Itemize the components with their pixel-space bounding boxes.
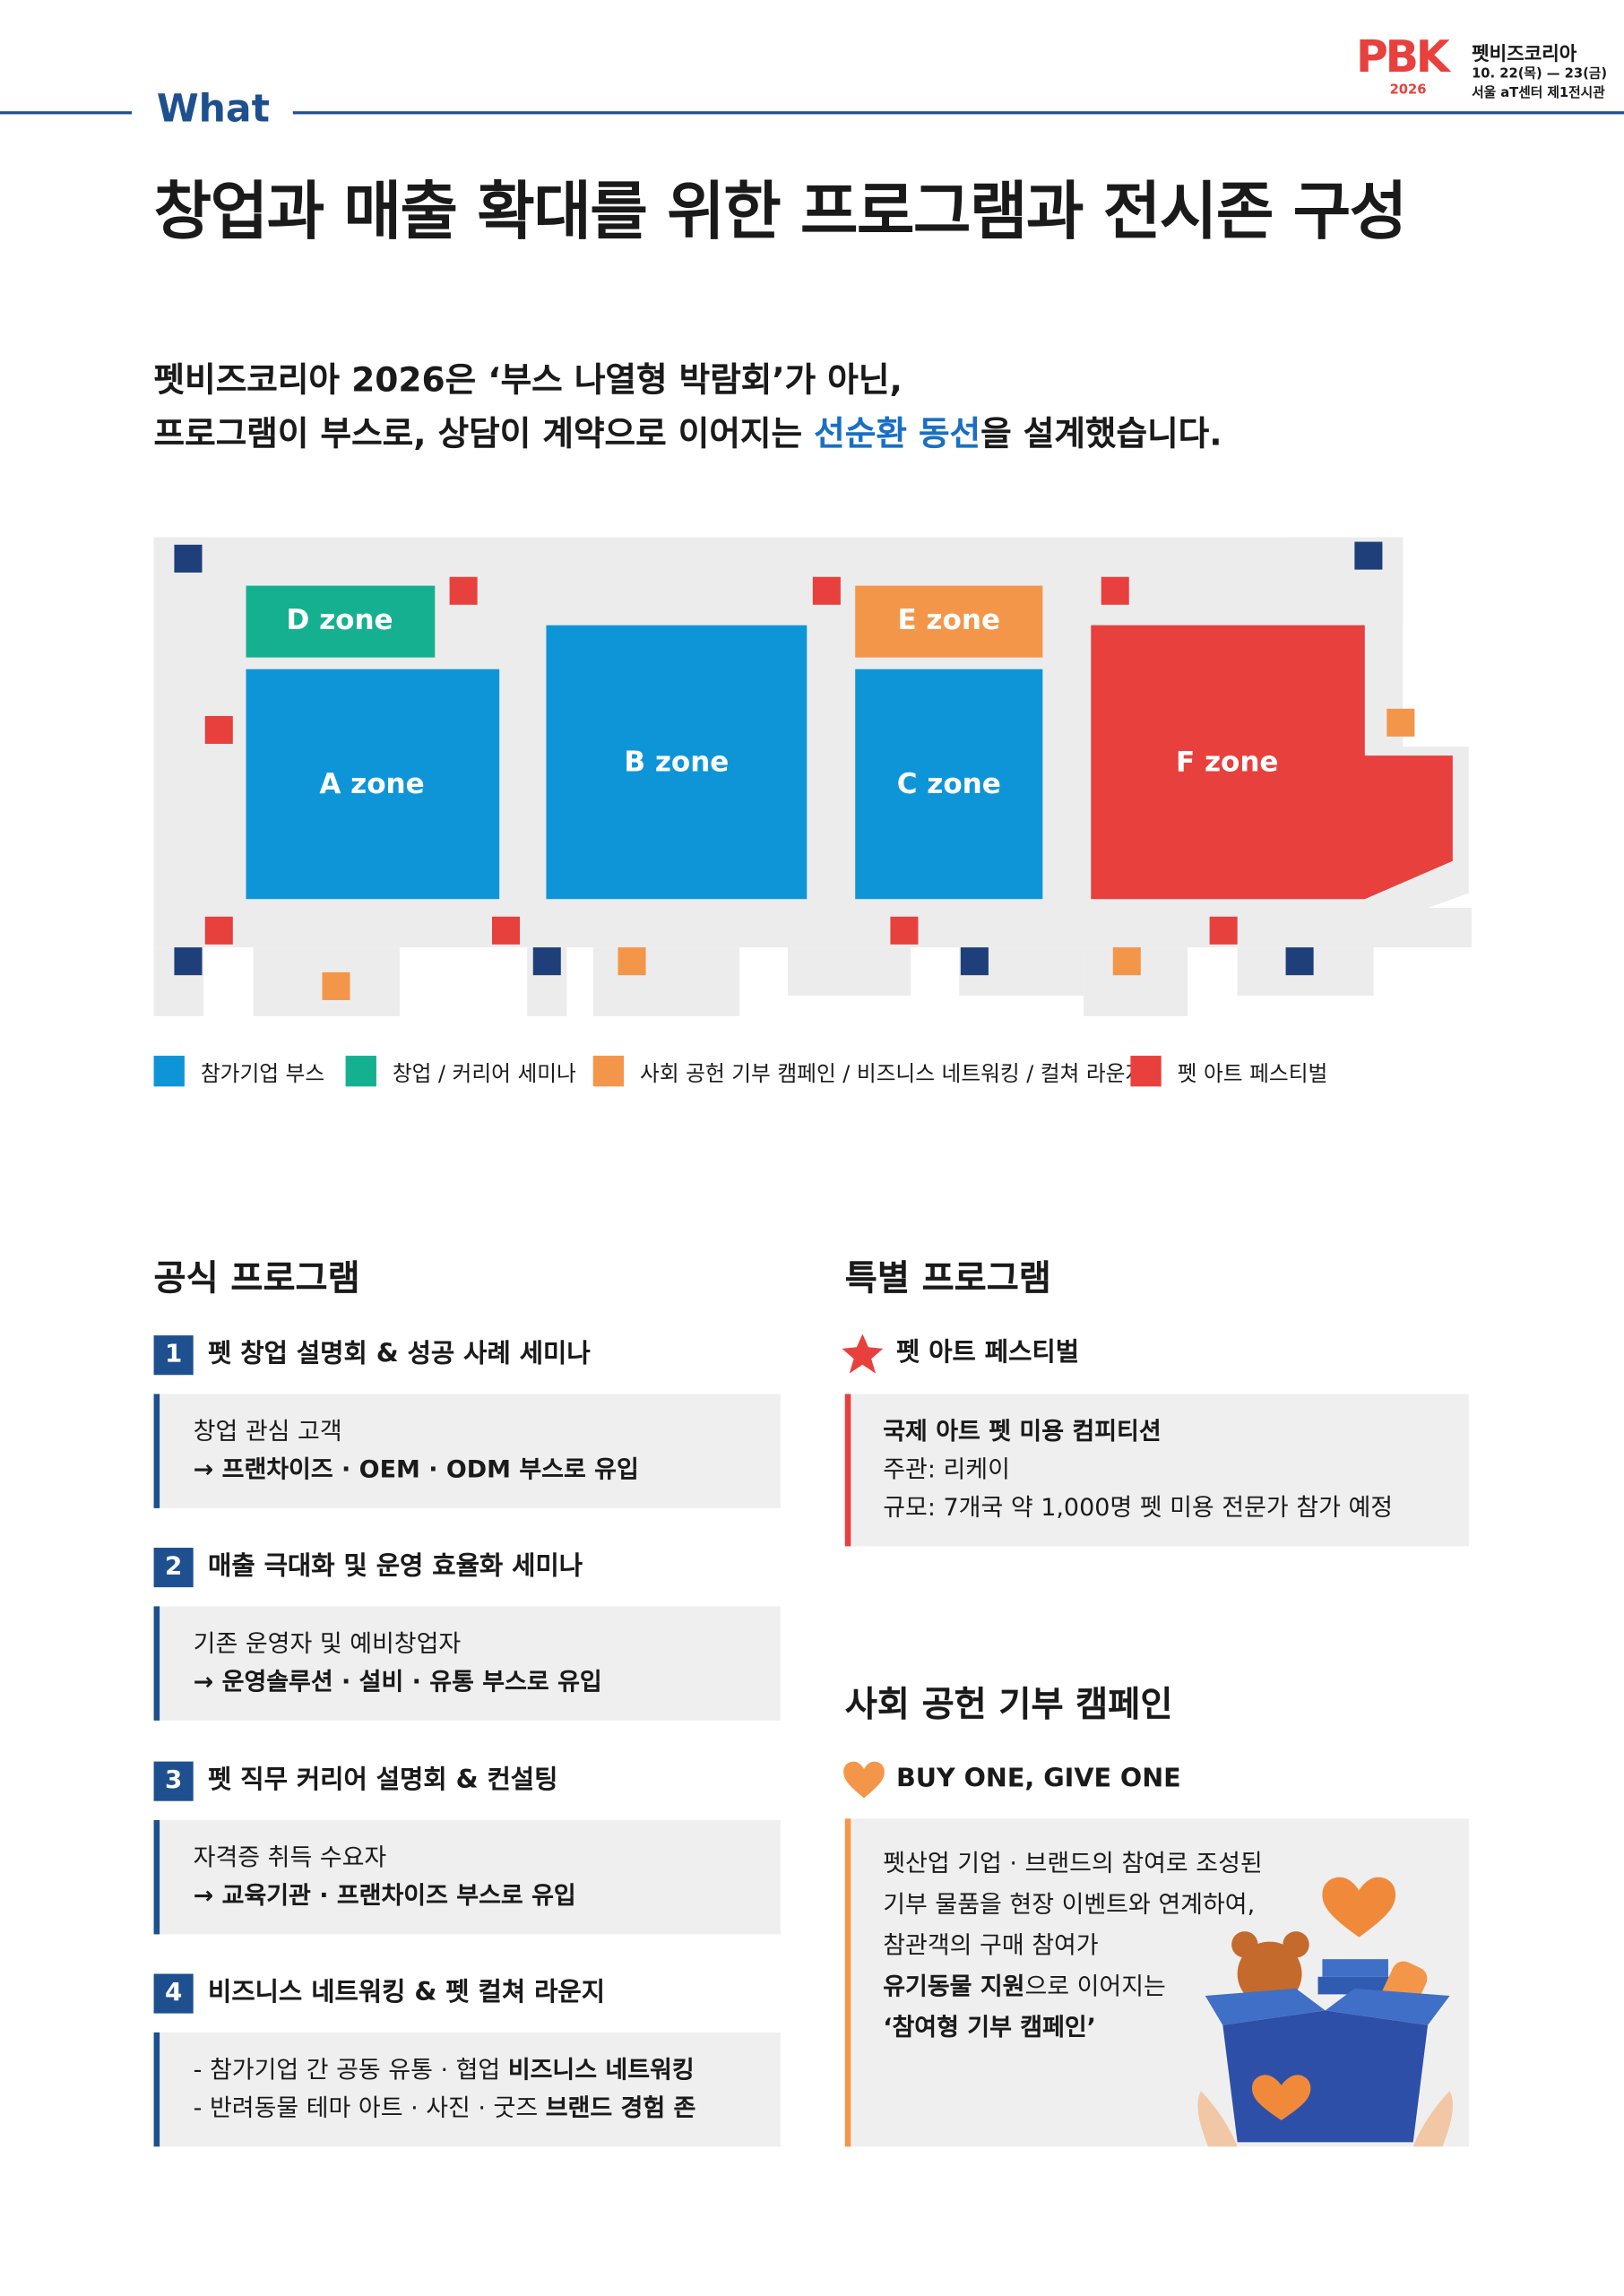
logo-name: 펫비즈코리아 [1472,44,1577,66]
number-badge: 2 [153,1548,194,1588]
text-segment: 창업 관심 고객 [193,1417,342,1446]
number-badge: 3 [153,1761,194,1801]
text-line: 유기동물 지원으로 이어지는 [883,1968,1166,2006]
text-line: 기부 물품을 현장 이벤트와 연계하여, [883,1886,1255,1923]
text-line: 국제 아트 펫 미용 컴피티션 [883,1413,1161,1451]
text-line: 펫산업 기업 · 브랜드의 참여로 조성된 [883,1845,1262,1883]
program-box [844,1394,1469,1547]
section-heading: 사회 공헌 기부 캠페인 [844,1683,1173,1725]
text-segment: 펫산업 기업 · 브랜드의 참여로 조성된 [883,1849,1263,1877]
legend-label: 참가기업 부스 [200,1063,325,1087]
text-line: → 운영솔루션 · 설비 · 유통 부스로 유입 [194,1663,602,1701]
text-segment: → 운영솔루션 · 설비 · 유통 부스로 유입 [193,1668,602,1696]
text-segment: 펫비즈코리아 2026은 ‘부스 나열형 박람회’가 아닌, [153,361,903,401]
text-line: 프로그램이 부스로, 상담이 계약으로 이어지는 선순환 동선을 설계했습니다. [154,410,1222,460]
zone-label: B zone [624,746,729,778]
logo-mark: PBK [1356,31,1450,84]
text-segment: - 반려동물 테마 아트 · 사진 · 굿즈 [193,2093,546,2122]
legend-swatch [345,1056,376,1087]
text-segment: 선순환 동선 [814,416,981,454]
rule [0,111,133,115]
program-title: 펫 직무 커리어 설명회 & 컨설팅 [208,1765,558,1796]
number-badge: 4 [153,1973,194,2014]
zone [246,669,500,900]
text-segment: - 참가기업 간 공동 유통 · 협업 [193,2056,508,2085]
program-title: 비즈니스 네트워킹 & 펫 컬쳐 라운지 [208,1978,606,2008]
floor-map: D zone A zone B zone E zone C zone F zone [153,537,1473,1016]
zone [546,625,808,900]
text-segment: 유기동물 지원 [883,1972,1025,2000]
star-icon [842,1334,884,1374]
text-line: 기존 운영자 및 예비창업자 [194,1626,462,1663]
text-line: - 참가기업 간 공동 유통 · 협업 비즈니스 네트워킹 [194,2051,695,2089]
text-segment: 비즈니스 네트워킹 [507,2056,695,2085]
zone [855,669,1043,900]
text-segment: 을 설계했습니다. [980,416,1222,454]
logo-year: 2026 [1389,83,1427,99]
program-box [153,2032,781,2147]
text-segment: 자격증 취득 수요자 [193,1843,387,1872]
text-segment: 규모: 7개국 약 1,000명 펫 미용 전문가 참가 예정 [883,1493,1394,1522]
text-line: - 반려동물 테마 아트 · 사진 · 굿즈 브랜드 경험 존 [194,2090,696,2128]
zone-label: D zone [287,604,393,636]
text-segment: → 교육기관 · 프랜차이즈 부스로 유입 [193,1881,576,1910]
logo-dates: 10. 22(목) — 23(금) [1472,67,1608,82]
text-line: 참관객의 구매 참여가 [883,1927,1098,1964]
legend-swatch [153,1056,185,1087]
logo-venue: 서울 aT센터 제1전시관 [1472,86,1605,101]
text-segment: 참관객의 구매 참여가 [883,1931,1099,1960]
text-line: 규모: 7개국 약 1,000명 펫 미용 전문가 참가 예정 [883,1489,1393,1527]
logo-mark-text: PBK [1356,31,1450,84]
zone-label: A zone [319,768,424,800]
zone-label: E zone [898,604,1001,636]
text-segment: 프로그램이 부스로, 상담이 계약으로 이어지는 [153,416,815,454]
program-title: BUY ONE, GIVE ONE [895,1764,1181,1794]
zone [1091,625,1453,900]
section-heading: 공식 프로그램 [153,1257,360,1299]
page-title: 창업과 매출 확대를 위한 프로그램과 전시존 구성 [153,176,1408,249]
zone [855,585,1043,658]
legend-label: 창업 / 커리어 세미나 [392,1063,576,1087]
program-box [153,1819,781,1935]
text-line: ‘참여형 기부 캠페인’ [883,2009,1096,2047]
zone-label: F zone [1176,746,1279,778]
text-segment: → 프랜차이즈 · OEM · ODM 부스로 유입 [193,1455,639,1484]
section-label: What [156,88,270,133]
text-segment: 으로 이어지는 [1024,1972,1166,2000]
text-line: 자격증 취득 수요자 [194,1839,387,1877]
legend-label: 펫 아트 페스티벌 [1177,1063,1328,1087]
program-box [153,1606,781,1721]
text-segment: 주관: 리케이 [883,1455,1010,1484]
section-heading: 특별 프로그램 [844,1257,1051,1299]
program-box [153,1394,781,1508]
legend-swatch [1130,1056,1162,1087]
text-line: → 프랜차이즈 · OEM · ODM 부스로 유입 [194,1451,639,1489]
number-badge: 1 [153,1335,194,1376]
icons [174,541,1415,1000]
rule [292,111,1624,115]
text-line: → 교육기관 · 프랜차이즈 부스로 유입 [194,1877,576,1915]
text-segment: 브랜드 경험 존 [545,2093,696,2122]
program-title: 펫 아트 페스티벌 [895,1338,1080,1368]
text-segment: 기부 물품을 현장 이벤트와 연계하여, [883,1890,1256,1919]
legend-label: 사회 공헌 기부 캠페인 / 비즈니스 네트워킹 / 컬쳐 라운지 [640,1063,1145,1087]
donation-illustration [1197,1877,1453,2147]
zone-label: C zone [897,768,1001,800]
text-line: 주관: 리케이 [883,1451,1010,1489]
program-title: 펫 창업 설명회 & 성공 사례 세미나 [208,1340,591,1369]
text-line: 창업 관심 고객 [194,1413,342,1451]
program-title: 매출 극대화 및 운영 효율화 세미나 [208,1551,583,1582]
text-line: 펫비즈코리아 2026은 ‘부스 나열형 박람회’가 아닌, [154,356,903,406]
legend-swatch [592,1056,625,1087]
zone [246,585,436,658]
text-segment: ‘참여형 기부 캠페인’ [883,2013,1096,2041]
text-segment: 기존 운영자 및 예비창업자 [193,1629,462,1658]
text-segment: 국제 아트 펫 미용 컴피티션 [883,1417,1162,1446]
heart-icon [843,1761,885,1799]
